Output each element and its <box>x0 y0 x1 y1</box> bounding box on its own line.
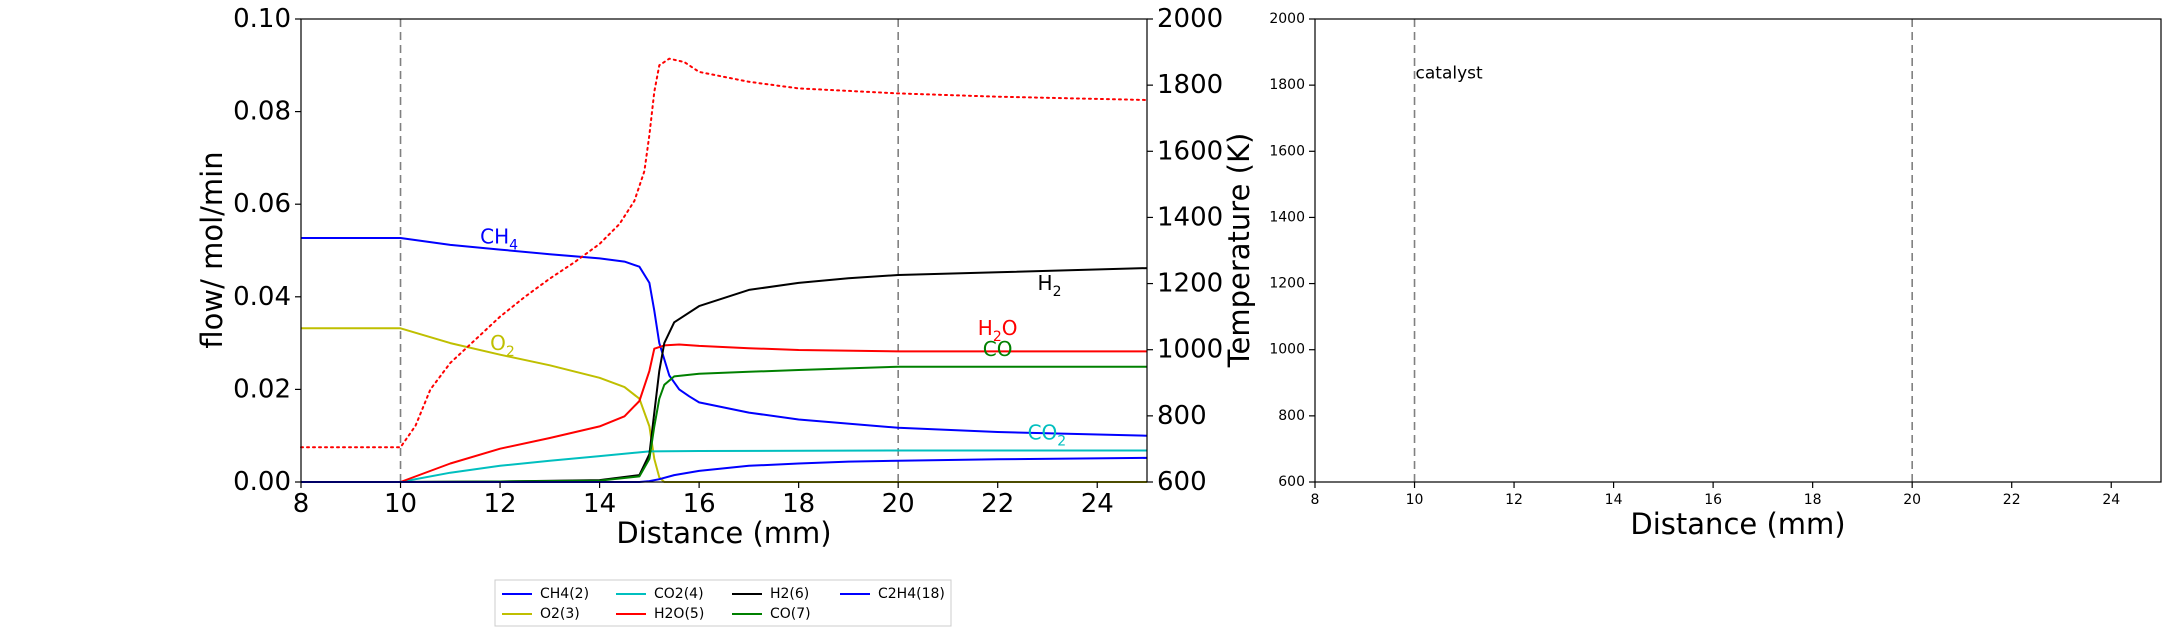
y-tick-label: 1800 <box>1269 77 1305 93</box>
left-y2-ticks: 600 800 1000 1200 1400 1600 1800 2000 <box>1147 4 1223 497</box>
right-annotations: catalyst <box>1416 64 1483 84</box>
left-x-axis-label: Distance (mm) <box>616 516 831 550</box>
y-tick-label: 1800 <box>1157 70 1223 100</box>
y-tick-label: 1200 <box>1157 269 1223 299</box>
y-tick-label: 1400 <box>1269 209 1305 225</box>
legend-label: O2(3) <box>540 606 580 622</box>
y-tick-label: 800 <box>1278 408 1305 424</box>
x-tick-label: 20 <box>882 489 915 519</box>
x-tick-label: 12 <box>1505 492 1523 508</box>
x-tick-label: 16 <box>683 489 716 519</box>
y-tick-label: 2000 <box>1157 4 1223 34</box>
x-tick-label: 14 <box>1605 492 1623 508</box>
temperature-line <box>300 57 1148 449</box>
y-tick-label: 0.00 <box>233 467 291 497</box>
legend: CH4(2) O2(3) CO2(4) H2O(5) H2(6) CO(7) C2H4(18… <box>494 579 952 627</box>
x-tick-label: 10 <box>1406 492 1424 508</box>
legend-label: CO2(4) <box>654 586 704 602</box>
legend-label: H2(6) <box>770 586 809 602</box>
legend-label: CH4(2) <box>540 586 589 602</box>
y-tick-label: 0.08 <box>233 97 291 127</box>
series-line-C2H4(18) <box>301 456 1148 483</box>
species-annotation: O2 <box>490 331 515 360</box>
left-y-axis-label: flow/ mol/min <box>195 151 229 348</box>
species-annotation: H2O <box>978 316 1018 345</box>
right-x-axis-label: Distance (mm) <box>1630 507 1845 541</box>
legend-label: H2O(5) <box>654 606 704 622</box>
legend-frame <box>494 579 952 627</box>
x-tick-label: 12 <box>484 489 517 519</box>
y-tick-label: 0.02 <box>233 374 291 404</box>
series-line-CO2(4) <box>301 449 1147 483</box>
y-tick-label: 1000 <box>1157 335 1223 365</box>
x-tick-label: 16 <box>1704 492 1722 508</box>
y-tick-label: 0.10 <box>233 4 291 34</box>
x-tick-label: 8 <box>293 489 310 519</box>
y-tick-label: 600 <box>1278 474 1305 490</box>
x-tick-label: 24 <box>1081 489 1114 519</box>
y-tick-label: 1400 <box>1157 202 1223 232</box>
legend-label: CO(7) <box>770 606 811 622</box>
right-plot-frame <box>1314 18 2162 483</box>
x-tick-label: 20 <box>1903 492 1921 508</box>
temperature-series <box>300 57 1148 449</box>
left-x-ticks: 8 10 12 14 16 18 20 22 24 <box>293 482 1114 519</box>
y-tick-label: 1600 <box>1269 143 1305 159</box>
species-annotation: CO <box>983 337 1013 361</box>
legend-label: C2H4(18) <box>878 586 945 602</box>
y-tick-label: 800 <box>1157 401 1207 431</box>
left-vlines <box>399 19 899 482</box>
left-plot-frame <box>300 18 1148 483</box>
series-line-CO(7) <box>301 365 1147 483</box>
species-annotation: H2 <box>1038 271 1062 300</box>
x-tick-label: 18 <box>1804 492 1822 508</box>
left-y-ticks: 0.00 0.02 0.04 0.06 0.08 0.10 <box>233 4 301 497</box>
right-x-ticks: 8 10 12 14 16 18 20 22 24 <box>1311 482 2120 508</box>
x-tick-label: 14 <box>583 489 616 519</box>
y-tick-label: 0.06 <box>233 189 291 219</box>
y-tick-label: 1200 <box>1269 276 1305 292</box>
x-tick-label: 18 <box>782 489 815 519</box>
x-tick-label: 10 <box>384 489 417 519</box>
right-chart: catalyst 8 10 12 14 16 18 20 22 24 600 800 1000 120… <box>1269 11 2162 541</box>
x-tick-label: 24 <box>2102 492 2120 508</box>
y-tick-label: 2000 <box>1269 11 1305 27</box>
y-tick-label: 600 <box>1157 467 1207 497</box>
x-tick-label: 22 <box>981 489 1014 519</box>
left-series <box>301 237 1148 483</box>
series-line-H2O(5) <box>301 343 1147 483</box>
species-annotation: CO2 <box>1028 420 1067 449</box>
y-tick-label: 0.04 <box>233 282 291 312</box>
right-vlines <box>1413 19 1913 482</box>
catalyst-label: catalyst <box>1416 64 1483 84</box>
series-line-CH4(2) <box>301 237 1148 437</box>
x-tick-label: 22 <box>2003 492 2021 508</box>
y-tick-label: 1600 <box>1157 136 1223 166</box>
right-y-ticks: 600 800 1000 1200 1400 1600 1800 2000 <box>1269 11 1315 490</box>
y-tick-label: 1000 <box>1269 342 1305 358</box>
left-y2-axis-label: Temperature (K) <box>1222 133 1256 369</box>
x-tick-label: 8 <box>1311 492 1320 508</box>
species-annotation: CH4 <box>480 225 518 254</box>
